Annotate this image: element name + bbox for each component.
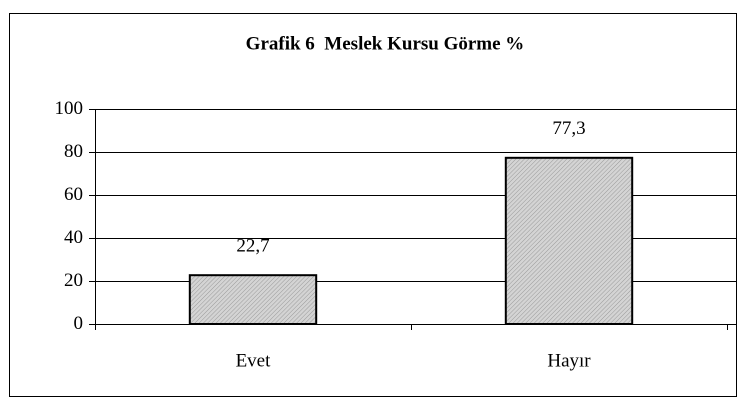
chart-title: Grafik 6 Meslek Kursu Görme % (246, 33, 525, 54)
x-tick-label: Evet (236, 350, 272, 371)
y-tick-label: 0 (74, 313, 84, 334)
bar (504, 156, 634, 325)
data-label: 77,3 (552, 118, 585, 139)
data-label: 22,7 (236, 236, 269, 257)
y-tick-label: 80 (64, 141, 83, 162)
y-tick-label: 40 (64, 227, 83, 248)
bar (188, 274, 318, 326)
y-tick-label: 60 (64, 184, 83, 205)
y-tick-label: 100 (55, 98, 84, 119)
x-tick-label: Hayır (547, 350, 591, 371)
y-tick-label: 20 (64, 270, 83, 291)
